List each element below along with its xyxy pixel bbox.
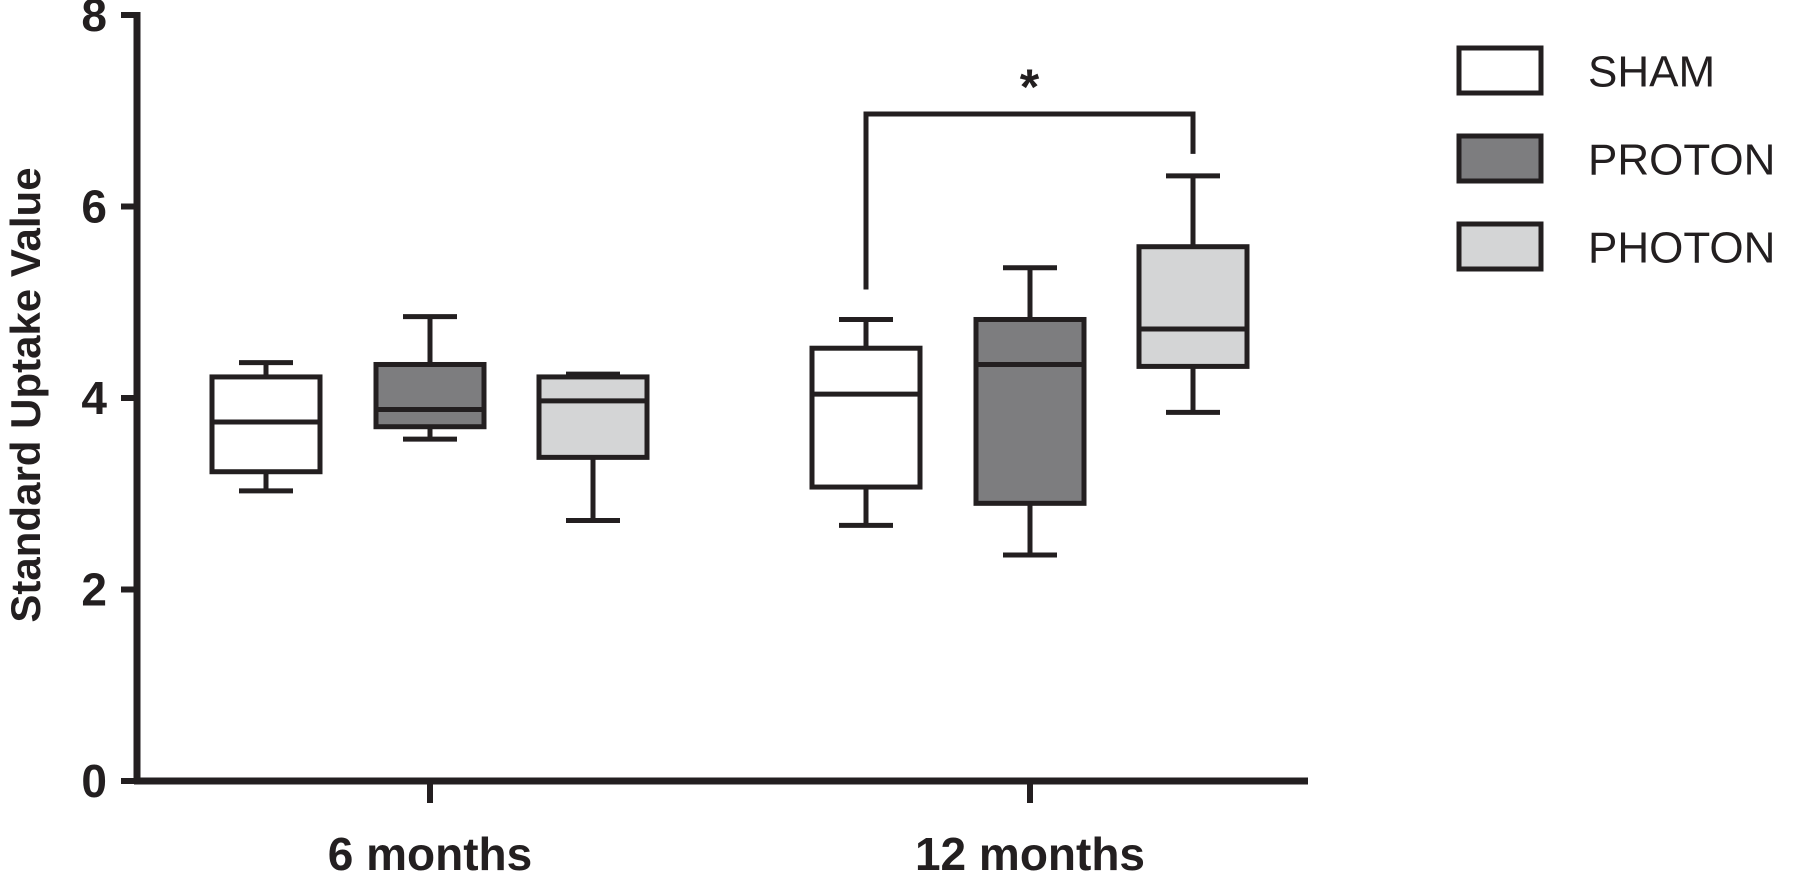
significance-bracket xyxy=(863,111,1196,290)
y-tick-label: 4 xyxy=(81,372,107,424)
legend-label: PROTON xyxy=(1588,136,1775,185)
box-photon-1 xyxy=(1136,173,1250,415)
legend-swatch xyxy=(1456,45,1544,96)
box-sham-1 xyxy=(809,316,923,528)
legend: SHAM PROTON PHOTON xyxy=(1456,45,1775,273)
box-proton-0 xyxy=(373,314,487,442)
x-category-label: 6 months xyxy=(328,828,532,872)
box-iqr xyxy=(536,374,650,460)
y-axis-title: Standard Uptake Value xyxy=(2,167,49,622)
axes: 0 2 4 6 8 6 months 12 months xyxy=(81,0,1308,872)
series-photon xyxy=(536,173,1250,524)
y-tick-label: 6 xyxy=(81,181,107,233)
legend-swatch xyxy=(1456,221,1544,272)
significance-label: * xyxy=(1020,59,1040,115)
x-category-label: 12 months xyxy=(915,828,1145,872)
legend-item-sham: SHAM xyxy=(1456,45,1715,97)
annotations: * xyxy=(863,59,1196,290)
legend-swatch xyxy=(1456,133,1544,184)
legend-label: PHOTON xyxy=(1588,224,1775,273)
series-sham xyxy=(209,316,923,528)
y-tick-label: 0 xyxy=(81,755,107,807)
box-photon-0 xyxy=(536,371,650,524)
series-proton xyxy=(373,265,1087,558)
box-iqr xyxy=(809,345,923,490)
legend-item-proton: PROTON xyxy=(1456,133,1775,185)
box-plot-series xyxy=(209,173,1250,558)
y-tick-label: 8 xyxy=(81,0,107,41)
box-iqr xyxy=(973,316,1087,506)
box-iqr xyxy=(373,361,487,430)
box-proton-1 xyxy=(973,265,1087,558)
legend-label: SHAM xyxy=(1588,48,1715,97)
legend-item-photon: PHOTON xyxy=(1456,221,1775,273)
box-sham-0 xyxy=(209,360,323,494)
y-tick-label: 2 xyxy=(81,564,107,616)
box-iqr xyxy=(1136,244,1250,369)
